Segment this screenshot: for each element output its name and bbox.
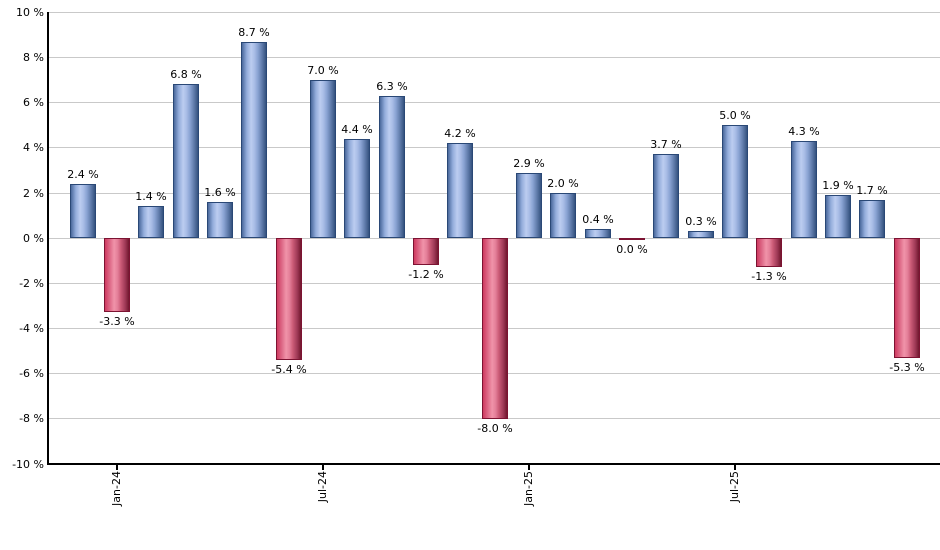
gridline-8 bbox=[49, 57, 940, 58]
bar-jan-24[interactable] bbox=[104, 238, 130, 312]
bar-value-label-sep-25: 4.3 % bbox=[788, 125, 820, 138]
bar-value-label-may-24: 8.7 % bbox=[238, 26, 270, 39]
bar-value-label-may-25: 3.7 % bbox=[650, 138, 682, 151]
bar-oct-24[interactable] bbox=[413, 238, 439, 265]
bar-value-label-apr-24: 1.6 % bbox=[204, 186, 236, 199]
y-axis-tick-label: 10 % bbox=[16, 6, 44, 19]
bar-value-label-feb-25: 2.0 % bbox=[547, 177, 579, 190]
bar-value-label-dec-25: -5.3 % bbox=[889, 361, 925, 374]
bar-dec-24[interactable] bbox=[482, 238, 508, 419]
x-axis-tick-jan-24 bbox=[116, 465, 118, 470]
bar-value-label-jun-24: -5.4 % bbox=[271, 363, 307, 376]
bar-value-label-oct-25: 1.9 % bbox=[822, 179, 854, 192]
bar-dec-25[interactable] bbox=[894, 238, 920, 358]
bar-value-label-mar-24: 6.8 % bbox=[170, 68, 202, 81]
bar-feb-25[interactable] bbox=[550, 193, 576, 238]
x-axis-tick-jul-24 bbox=[322, 465, 324, 470]
bar-value-label-dec-24: -8.0 % bbox=[477, 422, 513, 435]
bar-may-24[interactable] bbox=[241, 42, 267, 238]
bar-aug-24[interactable] bbox=[344, 139, 370, 238]
bar-value-label-apr-25: 0.0 % bbox=[616, 243, 648, 256]
bar-jun-24[interactable] bbox=[276, 238, 302, 360]
bar-value-label-jan-24: -3.3 % bbox=[99, 315, 135, 328]
bar-nov-25[interactable] bbox=[859, 200, 885, 238]
x-axis-line bbox=[47, 463, 940, 465]
bar-value-label-oct-24: -1.2 % bbox=[408, 268, 444, 281]
bar-value-label-aug-24: 4.4 % bbox=[341, 123, 373, 136]
y-axis-tick-label: -6 % bbox=[19, 367, 44, 380]
bar-mar-24[interactable] bbox=[173, 84, 199, 238]
bar-value-label-nov-24: 4.2 % bbox=[444, 127, 476, 140]
bar-jul-24[interactable] bbox=[310, 80, 336, 238]
bar-nov-24[interactable] bbox=[447, 143, 473, 238]
bar-value-label-mar-25: 0.4 % bbox=[582, 213, 614, 226]
bar-value-label-nov-25: 1.7 % bbox=[856, 184, 888, 197]
bar-value-label-jan-25: 2.9 % bbox=[513, 157, 545, 170]
bar-value-label-dec-23: 2.4 % bbox=[67, 168, 99, 181]
bar-value-label-sep-24: 6.3 % bbox=[376, 80, 408, 93]
bar-value-label-aug-25: -1.3 % bbox=[751, 270, 787, 283]
y-axis-tick-label: -8 % bbox=[19, 412, 44, 425]
gridline-2 bbox=[49, 193, 940, 194]
y-axis-tick-label: 0 % bbox=[23, 232, 44, 245]
bar-aug-25[interactable] bbox=[756, 238, 782, 267]
bar-feb-24[interactable] bbox=[138, 206, 164, 238]
y-axis-tick-label: 4 % bbox=[23, 141, 44, 154]
x-axis-tick-label-jan-25: Jan-25 bbox=[522, 471, 535, 506]
gridline-6 bbox=[49, 102, 940, 103]
bar-jan-25[interactable] bbox=[516, 173, 542, 238]
gridline-10 bbox=[49, 12, 940, 13]
y-axis-line bbox=[47, 12, 49, 465]
bar-value-label-jul-24: 7.0 % bbox=[307, 64, 339, 77]
bar-value-label-jun-25: 0.3 % bbox=[685, 215, 717, 228]
x-axis-tick-label-jul-25: Jul-25 bbox=[728, 471, 741, 503]
bar-oct-25[interactable] bbox=[825, 195, 851, 238]
y-axis-tick-label: 8 % bbox=[23, 51, 44, 64]
x-axis-tick-label-jan-24: Jan-24 bbox=[110, 471, 123, 506]
bar-value-label-feb-24: 1.4 % bbox=[135, 190, 167, 203]
bar-sep-25[interactable] bbox=[791, 141, 817, 238]
bar-sep-24[interactable] bbox=[379, 96, 405, 238]
bar-may-25[interactable] bbox=[653, 154, 679, 238]
bar-jun-25[interactable] bbox=[688, 231, 714, 238]
y-axis-tick-label: -2 % bbox=[19, 277, 44, 290]
bar-mar-25[interactable] bbox=[585, 229, 611, 238]
y-axis-tick-label: -10 % bbox=[12, 458, 44, 471]
y-axis-tick-label: 2 % bbox=[23, 187, 44, 200]
bar-apr-25[interactable] bbox=[619, 238, 645, 240]
bar-dec-23[interactable] bbox=[70, 184, 96, 238]
x-axis-tick-jul-25 bbox=[734, 465, 736, 470]
x-axis-tick-label-jul-24: Jul-24 bbox=[316, 471, 329, 503]
bar-apr-24[interactable] bbox=[207, 202, 233, 238]
gridline-4 bbox=[49, 147, 940, 148]
y-axis-tick-label: -4 % bbox=[19, 322, 44, 335]
x-axis-tick-jan-25 bbox=[528, 465, 530, 470]
bar-jul-25[interactable] bbox=[722, 125, 748, 238]
y-axis-tick-label: 6 % bbox=[23, 96, 44, 109]
bar-value-label-jul-25: 5.0 % bbox=[719, 109, 751, 122]
